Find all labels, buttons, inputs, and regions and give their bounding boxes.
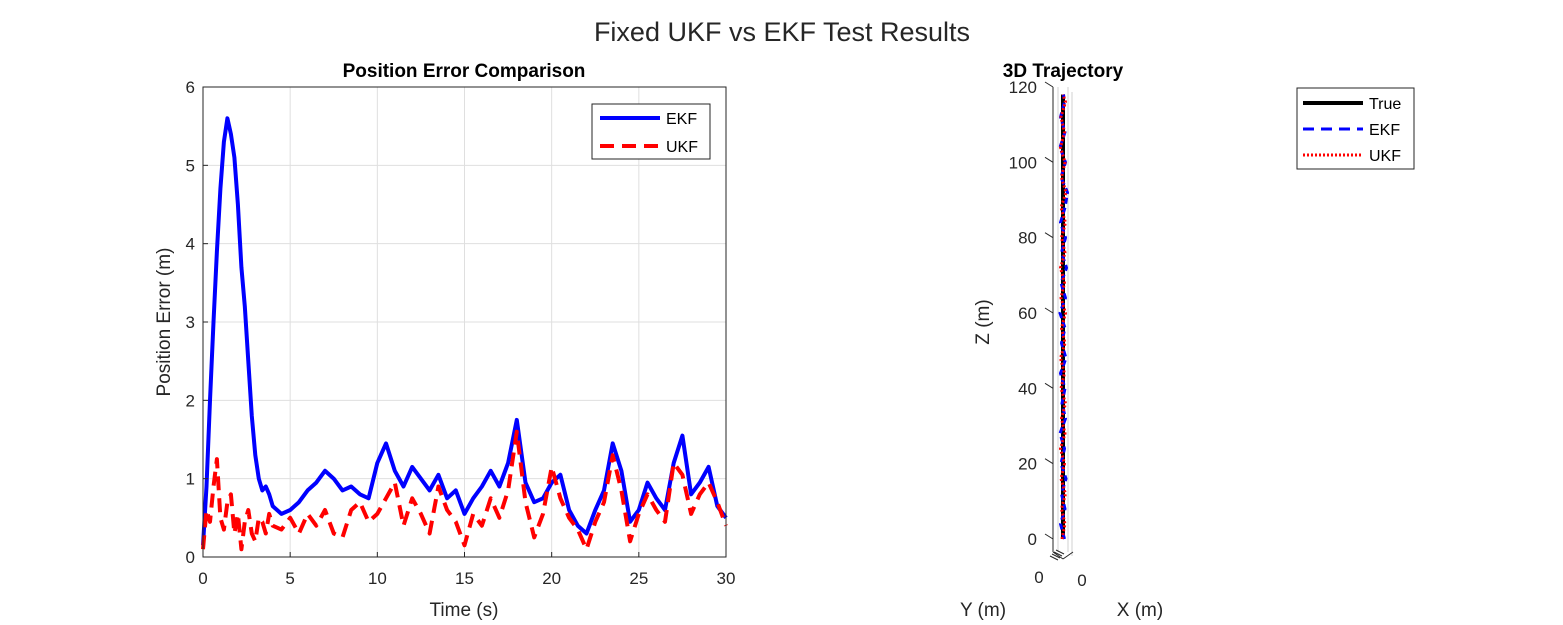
trajectory-xlabel: X (m) (1117, 600, 1163, 621)
legend-traj-ukf-label: UKF (1369, 148, 1401, 165)
z-tick-label-20: 20 (1018, 455, 1037, 474)
y-tick-label-3: 3 (186, 313, 195, 332)
position-error-title: Position Error Comparison (343, 61, 586, 82)
x-tick-label-15: 15 (455, 569, 474, 588)
series-line-ekf (201, 116, 728, 546)
z-tick-mark (1044, 382, 1054, 389)
z-tick-label-120: 120 (1009, 78, 1037, 97)
z-tick-mark (1044, 533, 1054, 540)
figure-title: Fixed UKF vs EKF Test Results (594, 17, 970, 47)
base-tick-mark (1051, 553, 1061, 559)
position-error-series (201, 116, 728, 552)
base-tick-mark (1053, 551, 1063, 557)
legend-ekf-label: EKF (666, 111, 697, 128)
y-tick-label-5: 5 (186, 156, 195, 175)
position-error-ylabel: Position Error (m) (154, 248, 175, 397)
x-tick-label-0: 0 (198, 569, 207, 588)
trajectory-zlabel: Z (m) (973, 299, 994, 344)
z-tick-mark (1044, 232, 1054, 239)
y-tick-label-6: 6 (186, 78, 195, 97)
z-tick-mark (1044, 156, 1054, 163)
z-tick-label-60: 60 (1018, 304, 1037, 323)
trajectory-axes: 0 20 40 60 80 100 120 3D Trajectory Z (m) Y (m… (960, 61, 1415, 621)
z-tick-mark (1044, 81, 1054, 88)
trajectory-ticks: 0 20 40 60 80 100 120 (1009, 78, 1065, 561)
x-tick-label-20: 20 (542, 569, 561, 588)
position-error-axes: 0 5 10 15 20 25 30 0 1 2 3 4 5 6 Position Error Compa… (154, 61, 735, 621)
z-tick-mark (1044, 307, 1054, 314)
x-tick-label-10: 10 (368, 569, 387, 588)
y-tick-label-4: 4 (186, 235, 195, 254)
trajectory-title: 3D Trajectory (1003, 61, 1124, 82)
base-tick-mark (1049, 555, 1059, 561)
series-line-ukf (201, 429, 728, 552)
z-tick-label-100: 100 (1009, 153, 1037, 172)
legend-ukf-label: UKF (666, 139, 698, 156)
z-tick-label-0: 0 (1028, 530, 1037, 549)
trajectory-frame (1052, 87, 1074, 560)
z-tick-label-80: 80 (1018, 229, 1037, 248)
trajectory-ylabel: Y (m) (960, 600, 1006, 621)
position-error-ticks: 0 5 10 15 20 25 30 0 1 2 3 4 5 6 (186, 78, 736, 588)
trajectory-series (1058, 94, 1069, 540)
x-tick-label-5: 5 (285, 569, 294, 588)
trajectory-line-ukf (1059, 94, 1068, 540)
trajectory-legend: True EKF UKF (1296, 87, 1415, 170)
y-tick-label-2: 2 (186, 391, 195, 410)
y-tick-label-1: 1 (186, 470, 195, 489)
y-tick-label-0: 0 (186, 548, 195, 567)
base-tick-mark (1055, 549, 1065, 555)
position-error-xlabel: Time (s) (430, 600, 499, 621)
legend-traj-ekf-label: EKF (1369, 122, 1400, 139)
position-error-legend-box (591, 103, 711, 160)
x-tick-label-25: 25 (629, 569, 648, 588)
x-tick-label-30: 30 (717, 569, 736, 588)
trajectory-xtick-0: 0 (1077, 571, 1086, 590)
legend-true-label: True (1369, 96, 1401, 113)
trajectory-ytick-0: 0 (1034, 568, 1043, 587)
z-tick-mark (1044, 458, 1054, 465)
z-tick-label-40: 40 (1018, 379, 1037, 398)
position-error-legend: EKF UKF (591, 103, 711, 160)
